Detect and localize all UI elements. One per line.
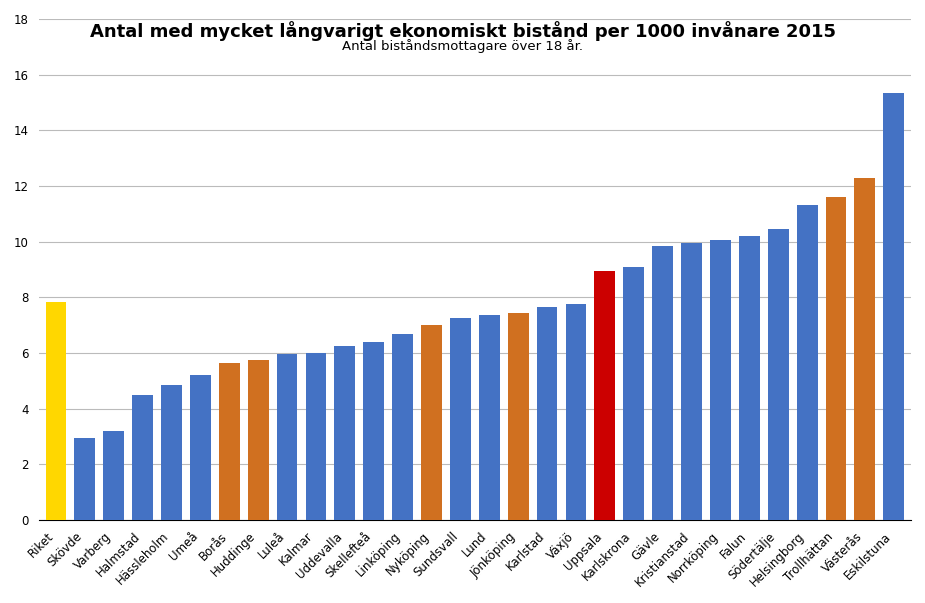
- Bar: [450, 318, 471, 520]
- Bar: [883, 93, 904, 520]
- Bar: [45, 302, 67, 520]
- Bar: [74, 438, 95, 520]
- Bar: [796, 206, 818, 520]
- Bar: [623, 267, 644, 520]
- Bar: [421, 325, 442, 520]
- Bar: [479, 315, 500, 520]
- Bar: [277, 355, 298, 520]
- Bar: [508, 313, 528, 520]
- Bar: [305, 353, 327, 520]
- Bar: [595, 271, 615, 520]
- Bar: [104, 431, 124, 520]
- Bar: [652, 246, 673, 520]
- Bar: [768, 229, 789, 520]
- Bar: [335, 346, 355, 520]
- Bar: [190, 375, 211, 520]
- Text: Antal med mycket långvarigt ekonomiskt bistånd per 1000 invånare 2015: Antal med mycket långvarigt ekonomiskt b…: [90, 21, 835, 41]
- Bar: [161, 385, 182, 520]
- Bar: [536, 307, 558, 520]
- Bar: [710, 240, 731, 520]
- Bar: [132, 395, 153, 520]
- Bar: [826, 197, 846, 520]
- Bar: [248, 360, 268, 520]
- Bar: [392, 333, 413, 520]
- Bar: [739, 236, 759, 520]
- Bar: [219, 363, 240, 520]
- Bar: [565, 305, 586, 520]
- Bar: [855, 178, 875, 520]
- Bar: [681, 243, 702, 520]
- Text: Antal biståndsmottagare över 18 år.: Antal biståndsmottagare över 18 år.: [342, 39, 583, 53]
- Bar: [364, 342, 384, 520]
